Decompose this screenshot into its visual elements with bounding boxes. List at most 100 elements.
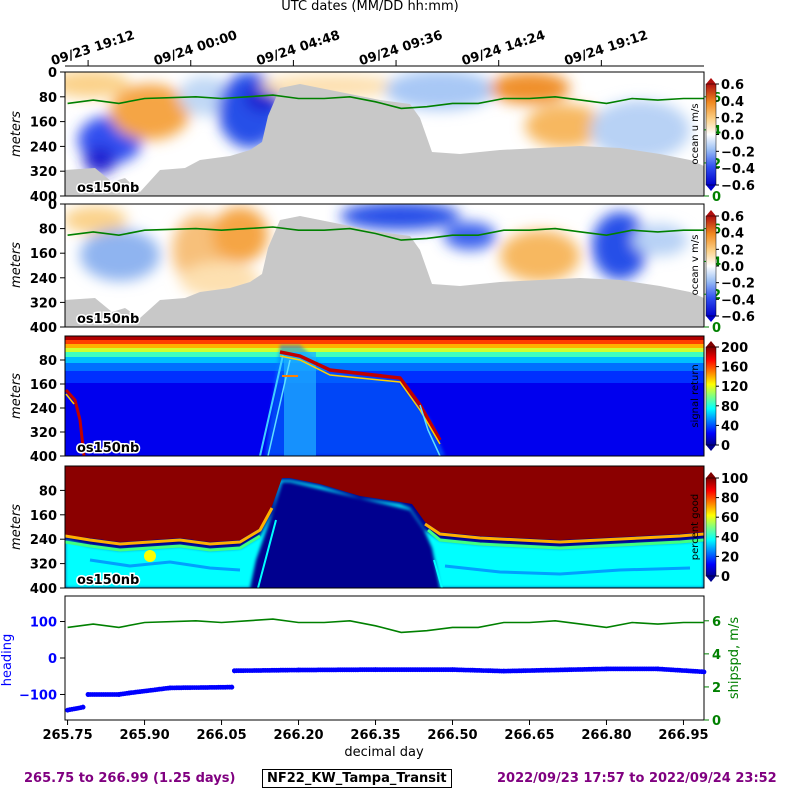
heading-tick-label: −100: [19, 688, 57, 703]
colorbar-label: ocean u m/s: [690, 103, 701, 164]
colorbar-tick-label: 80: [721, 400, 739, 415]
x-tick-label: 266.65: [504, 728, 554, 743]
footer-cruise-name: NF22_KW_Tampa_Transit: [262, 769, 452, 788]
x-tick-label: 266.50: [427, 728, 477, 743]
colorbar-tick-label: 0.4: [721, 227, 744, 242]
heading-point: [229, 684, 235, 690]
depth-tick-label: 160: [30, 247, 57, 262]
colorbar-tick-label: 40: [721, 419, 739, 434]
depth-tick-label: 160: [30, 378, 57, 393]
ocean-v-ylabel: meters: [9, 242, 24, 288]
depth-tick-label: 400: [30, 582, 57, 597]
depth-tick-label: 80: [39, 91, 57, 106]
colorbar-tick-label: 20: [721, 550, 739, 565]
speed-tick-label: 0: [712, 190, 721, 205]
panel-signal-return: os150nb meters: [9, 335, 705, 458]
ocean-u-heatmap: [65, 72, 704, 196]
colorbar: [705, 215, 717, 317]
depth-tick-label: 80: [39, 354, 57, 369]
ocean-u-ylabel: meters: [9, 111, 24, 157]
colorbar-tick-label: 160: [721, 361, 748, 376]
percent-good-instrument-label: os150nb: [77, 573, 139, 588]
colorbar-tick-label: 0.2: [721, 243, 744, 258]
colorbar-tick-label: 0.2: [721, 112, 744, 127]
x-tick-label: 266.95: [658, 728, 708, 743]
depth-tick-label: 0: [48, 198, 57, 213]
depth-tick-label: 160: [30, 116, 57, 131]
heading-point: [80, 704, 86, 710]
panel-ocean-v: os150nb meters: [9, 203, 705, 329]
depth-tick-label: 320: [30, 426, 57, 441]
top-tick-label: 09/24 19:12: [563, 28, 650, 69]
shipspd-tick-label: 6: [712, 615, 721, 630]
heading-point: [701, 669, 707, 675]
depth-tick-label: 320: [30, 558, 57, 573]
depth-tick-label: 240: [30, 272, 57, 287]
colorbar-tick-label: 80: [721, 492, 739, 507]
percent-good-ylabel: meters: [9, 504, 24, 550]
depth-tick-label: 320: [30, 165, 57, 180]
depth-tick-label: 80: [39, 223, 57, 238]
heading-speed-marks: 100 0 −100 6 4 2 0 265.75 265.90 266.05 266.20 266.…: [19, 615, 721, 743]
top-tick-label: 09/24 00:00: [152, 28, 239, 69]
colorbar-tick-label: −0.4: [721, 162, 755, 177]
colorbar-extend-high: [706, 210, 716, 216]
x-tick-label: 265.75: [42, 728, 92, 743]
colorbar-tick-label: 0: [721, 570, 730, 585]
panel-heading-speed: 100 0 −100 6 4 2 0 265.75 265.90 266.05 266.20 266.…: [0, 595, 742, 760]
shipspd-tick-label: 4: [712, 648, 721, 663]
colorbar-tick-label: 0.4: [721, 95, 744, 110]
colorbar-label: percent good: [690, 494, 701, 560]
percent-good-heatmap: [65, 466, 704, 588]
colorbar-tick-label: 100: [721, 472, 748, 487]
depth-tick-label: 400: [30, 321, 57, 336]
speed-tick-label: 4: [712, 255, 721, 270]
colorbar: [705, 477, 717, 577]
signal-return-ylabel: meters: [9, 373, 24, 419]
depth-tick-label: 160: [30, 509, 57, 524]
ocean-v-instrument-label: os150nb: [77, 312, 139, 327]
depth-tick-label: 400: [30, 190, 57, 205]
x-tick-label: 266.80: [581, 728, 631, 743]
colorbar-tick-label: −0.2: [721, 277, 755, 292]
colorbar-tick-label: −0.2: [721, 145, 755, 160]
x-tick-label: 266.05: [196, 728, 246, 743]
depth-tick-label: 240: [30, 402, 57, 417]
colorbar-tick-label: 0.6: [721, 210, 744, 225]
colorbar-tick-label: 0.0: [721, 129, 744, 144]
top-axis-title: UTC dates (MM/DD hh:mm): [281, 0, 458, 14]
top-tick-label: 09/23 19:12: [49, 28, 136, 69]
heading-tick-label: 0: [48, 652, 57, 667]
heading-tick-label: 100: [30, 616, 57, 631]
top-tick-label: 09/24 04:48: [255, 28, 342, 69]
shipspd-tick-label: 2: [712, 681, 721, 696]
colorbar-extend-high: [706, 78, 716, 84]
colorbar-tick-label: 200: [721, 341, 748, 356]
shipspd-line: [67, 618, 704, 634]
speed-tick-label: 6: [712, 91, 721, 106]
signal-return-heatmap: [65, 336, 704, 456]
x-tick-label: 265.90: [119, 728, 169, 743]
ocean-v-heatmap: [65, 204, 704, 327]
colorbar-tick-label: 60: [721, 511, 739, 526]
colorbar: [705, 346, 717, 446]
depth-tick-label: 240: [30, 140, 57, 155]
colorbar-extend-low: [706, 576, 716, 582]
colorbar-tick-label: −0.6: [721, 179, 755, 194]
x-tick-label: 266.20: [273, 728, 323, 743]
footer-day-range: 265.75 to 266.99 (1.25 days): [24, 771, 236, 786]
depth-tick-label: 400: [30, 450, 57, 465]
x-axis-label: decimal day: [344, 745, 424, 760]
colorbar-tick-label: −0.4: [721, 293, 755, 308]
panel-axes: 0 80 160 240 320 400 6 4 2 0 0 80 160 240 320 400 6 4 2 0 80…: [30, 66, 721, 597]
shipspd-axis-label: shipspd, m/s: [727, 617, 742, 699]
colorbar-extend-low: [706, 445, 716, 451]
depth-tick-label: 320: [30, 296, 57, 311]
x-tick-label: 266.35: [350, 728, 400, 743]
colorbar-label: signal return: [690, 364, 701, 427]
colorbar-extend-low: [706, 185, 716, 191]
colorbar-extend-high: [706, 341, 716, 347]
colorbar-label: ocean v m/s: [690, 235, 701, 296]
